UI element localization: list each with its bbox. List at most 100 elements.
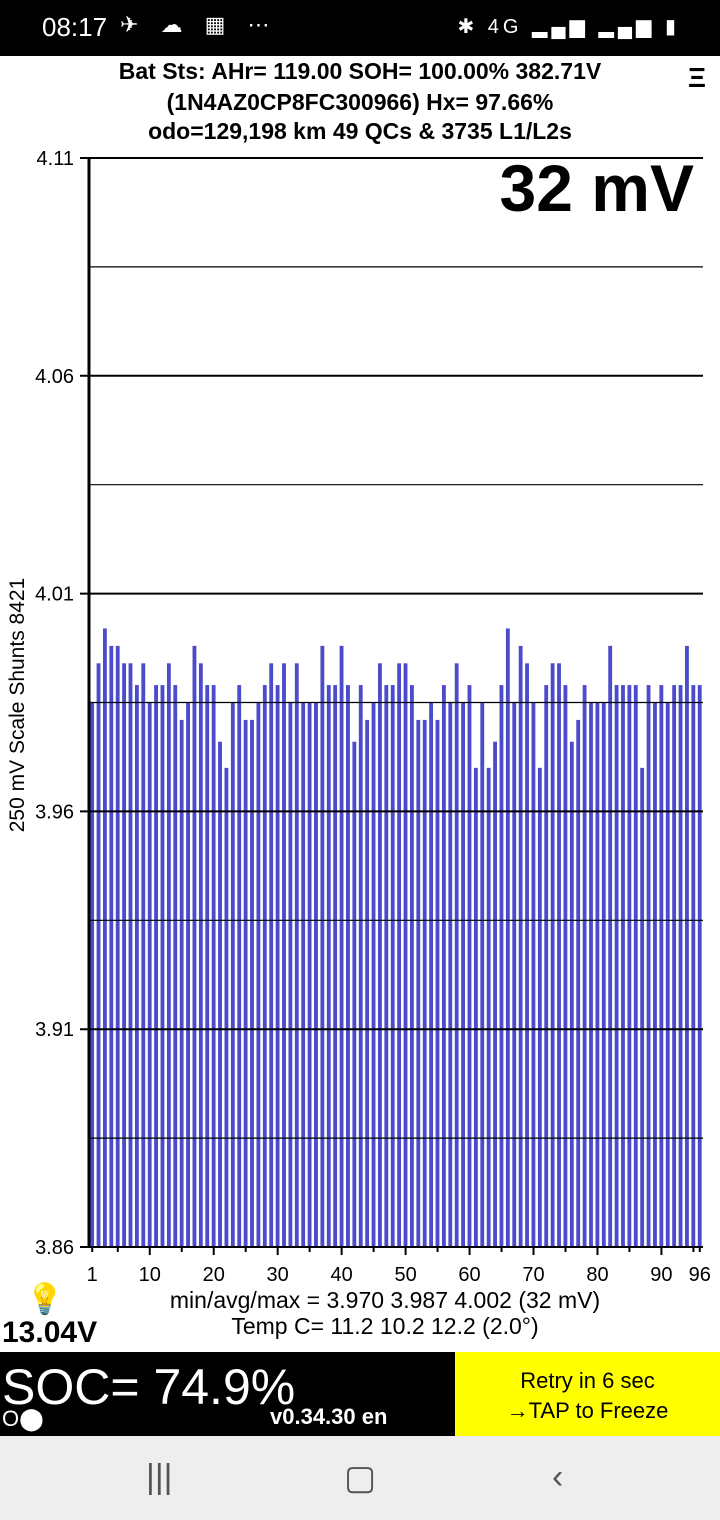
bar-cell-92 (672, 685, 677, 1247)
bar-cell-32 (288, 702, 293, 1247)
battery-status-line: Bat Sts: AHr= 119.00 SOH= 100.00% 382.71… (118, 58, 602, 84)
x-tick-label: 40 (331, 1264, 353, 1286)
bar-cell-79 (589, 702, 593, 1247)
bar-cell-50 (403, 663, 408, 1247)
bar-cell-82 (608, 645, 613, 1247)
bar-cell-11 (154, 685, 158, 1247)
bar-cell-44 (365, 719, 370, 1247)
bar-cell-90 (659, 685, 664, 1247)
recents-icon[interactable]: ||| (146, 1458, 173, 1496)
bar-cell-94 (685, 645, 689, 1247)
bar-cell-69 (525, 663, 529, 1247)
cell-voltage-chart[interactable]: 4.11 4.06 4.01 3.96 3.91 3.86 1 10 20 30 40 50 60 70 8… (0, 140, 720, 1290)
bar-cell-20 (211, 685, 216, 1247)
bar-cell-15 (179, 719, 184, 1247)
system-status-icons: ✱ 4G ▂▄▆ ▂▄▆ ▮ (457, 16, 680, 38)
bar-cell-80 (595, 702, 600, 1247)
bar-cell-67 (512, 702, 517, 1247)
notification-icons: ✈ ☁ ▦ ⋯ (120, 12, 278, 37)
bar-cell-39 (333, 685, 338, 1247)
bar-cell-17 (192, 645, 197, 1247)
bar-cell-51 (409, 685, 414, 1247)
x-tick-label: 60 (458, 1264, 480, 1286)
y-tick-label: 3.86 (35, 1237, 74, 1259)
bar-cell-55 (435, 719, 440, 1247)
soc-panel: SOC= 74.9% O⬤ v0.34.30 en (0, 1352, 455, 1436)
bar-cell-64 (493, 741, 497, 1247)
bar-cell-48 (390, 685, 395, 1247)
bar-cell-88 (646, 685, 651, 1247)
x-tick-label: 70 (522, 1264, 544, 1286)
bar-cell-5 (115, 645, 120, 1247)
bar-cell-7 (128, 663, 133, 1247)
bar-cell-42 (352, 741, 357, 1247)
bar-cell-22 (224, 767, 229, 1247)
x-tick-label: 1 (87, 1264, 98, 1286)
bar-cell-96 (697, 685, 702, 1247)
aux-battery-voltage: 13.04V (2, 1316, 98, 1349)
back-icon[interactable]: ‹ (552, 1458, 564, 1496)
y-tick-label: 4.01 (35, 584, 74, 606)
home-icon[interactable]: ▢ (344, 1459, 377, 1497)
freeze-label: →TAP to Freeze (506, 1398, 669, 1423)
lightbulb-icon[interactable]: 💡 (26, 1283, 64, 1316)
x-tick-label: 96 (689, 1264, 711, 1286)
cell-spread-value: 32 mV (499, 151, 694, 225)
y-tick-label: 4.06 (35, 366, 74, 388)
bar-cell-45 (371, 702, 376, 1247)
bar-cell-28 (262, 685, 267, 1247)
bar-cell-76 (569, 741, 574, 1247)
bar-cell-6 (122, 663, 127, 1247)
bar-cell-91 (665, 702, 670, 1247)
bar-cell-37 (320, 645, 325, 1247)
retry-freeze-button[interactable]: Retry in 6 sec →TAP to Freeze (455, 1352, 720, 1436)
bar-cell-77 (576, 719, 581, 1247)
bar-cell-10 (147, 702, 152, 1247)
bar-cell-18 (198, 663, 203, 1247)
bar-cell-8 (134, 685, 139, 1247)
bar-cell-53 (422, 719, 427, 1247)
bar-cell-38 (326, 685, 331, 1247)
x-tick-label: 10 (139, 1264, 161, 1286)
bar-cell-25 (243, 719, 248, 1247)
bar-cell-93 (678, 685, 683, 1247)
bar-cell-19 (205, 685, 210, 1247)
bar-cell-73 (550, 663, 555, 1247)
bar-cell-59 (461, 702, 465, 1247)
bar-cell-74 (557, 663, 561, 1247)
bar-cell-47 (384, 685, 389, 1247)
bar-cell-29 (269, 663, 274, 1247)
bar-cell-46 (378, 663, 382, 1247)
bar-cell-36 (314, 702, 318, 1247)
bar-cell-81 (601, 702, 606, 1247)
y-axis-label: 250 mV Scale Shunts 8421 (6, 577, 29, 833)
y-tick-label: 4.11 (37, 148, 74, 170)
navigation-bar: ||| ▢ ‹ (0, 1436, 720, 1520)
bar-cell-61 (473, 767, 478, 1247)
odometer-line: odo=129,198 km 49 QCs & 3735 L1/L2s (148, 118, 572, 144)
bar-cell-56 (441, 685, 446, 1247)
bar-cell-16 (186, 702, 190, 1247)
bar-cell-60 (467, 685, 472, 1247)
bar-cell-87 (640, 767, 645, 1247)
bar-cell-30 (275, 685, 280, 1247)
bar-cell-52 (416, 719, 421, 1247)
bar-cell-78 (582, 685, 587, 1247)
retry-label: Retry in 6 sec (520, 1368, 655, 1393)
bar-cell-35 (307, 702, 312, 1247)
x-tick-label: 30 (267, 1264, 289, 1286)
bar-cell-65 (499, 685, 504, 1247)
bar-cell-13 (166, 663, 171, 1247)
menu-icon[interactable]: Ξ (688, 62, 707, 93)
bar-cell-4 (109, 645, 114, 1247)
bar-cell-33 (294, 663, 299, 1247)
temperature-text: Temp C= 11.2 10.2 12.2 (2.0°) (231, 1313, 539, 1339)
x-tick-label: 80 (586, 1264, 608, 1286)
bar-cell-1 (90, 702, 95, 1247)
bar-cell-24 (237, 685, 242, 1247)
bar-cell-86 (633, 685, 638, 1247)
x-tick-label: 90 (650, 1264, 672, 1286)
bar-cell-43 (358, 685, 363, 1247)
status-bar: 08:17 ✈ ☁ ▦ ⋯ ✱ 4G ▂▄▆ ▂▄▆ ▮ (0, 0, 720, 56)
bar-cell-63 (486, 767, 491, 1247)
